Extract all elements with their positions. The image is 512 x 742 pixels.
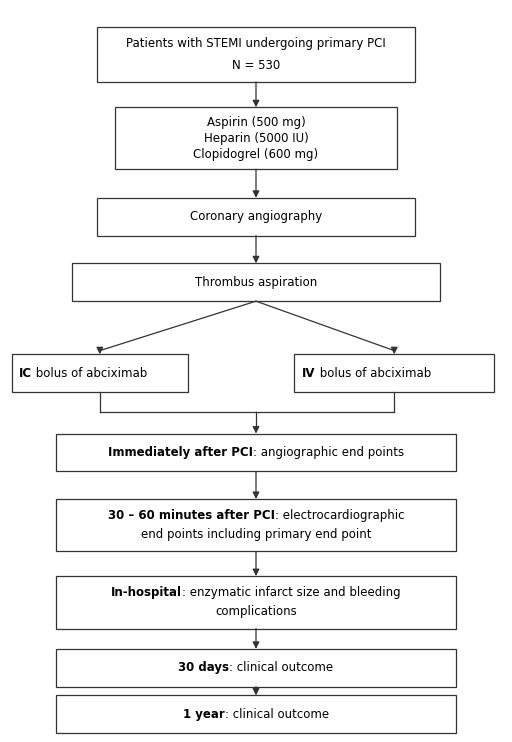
Text: bolus of abciximab: bolus of abciximab [315, 367, 431, 380]
Text: IV: IV [302, 367, 315, 380]
Text: : clinical outcome: : clinical outcome [225, 708, 329, 721]
Text: Coronary angiography: Coronary angiography [190, 210, 322, 223]
Bar [115, 108, 397, 169]
Bar [56, 649, 456, 686]
Text: 30 days: 30 days [179, 661, 229, 674]
Bar [56, 433, 456, 471]
Text: Clopidogrel (600 mg): Clopidogrel (600 mg) [194, 148, 318, 161]
Text: N = 530: N = 530 [232, 59, 280, 72]
Text: Thrombus aspiration: Thrombus aspiration [195, 276, 317, 289]
Bar [12, 354, 188, 392]
Text: complications: complications [215, 605, 297, 618]
Bar [97, 27, 415, 82]
Text: bolus of abciximab: bolus of abciximab [32, 367, 147, 380]
Text: Heparin (5000 IU): Heparin (5000 IU) [204, 132, 308, 145]
Bar [56, 695, 456, 733]
Text: : electrocardiographic: : electrocardiographic [275, 509, 404, 522]
Text: 30 – 60 minutes after PCI: 30 – 60 minutes after PCI [108, 509, 275, 522]
Text: : clinical outcome: : clinical outcome [229, 661, 333, 674]
Text: 1 year: 1 year [183, 708, 225, 721]
Text: end points including primary end point: end points including primary end point [141, 528, 371, 542]
Bar [294, 354, 494, 392]
Bar [97, 198, 415, 236]
Text: : angiographic end points: : angiographic end points [253, 446, 404, 459]
Text: Aspirin (500 mg): Aspirin (500 mg) [207, 116, 305, 128]
Text: Immediately after PCI: Immediately after PCI [108, 446, 253, 459]
Text: IC: IC [19, 367, 32, 380]
Bar [72, 263, 440, 301]
Bar [56, 499, 456, 551]
Text: Patients with STEMI undergoing primary PCI: Patients with STEMI undergoing primary P… [126, 37, 386, 50]
Bar [56, 576, 456, 628]
Text: : enzymatic infarct size and bleeding: : enzymatic infarct size and bleeding [182, 586, 401, 600]
Text: In-hospital: In-hospital [111, 586, 182, 600]
